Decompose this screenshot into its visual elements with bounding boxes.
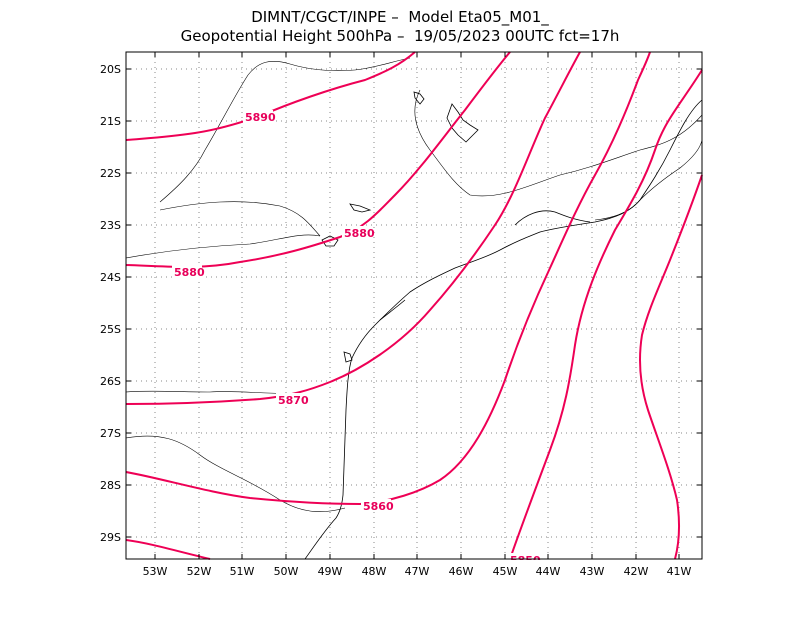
contour-5850 xyxy=(125,69,703,560)
contour-5840 xyxy=(639,174,703,560)
lon-label: 48W xyxy=(362,565,387,578)
lon-label: 51W xyxy=(230,565,255,578)
lon-label: 47W xyxy=(405,565,430,578)
label-5880-west: 5880 xyxy=(174,266,205,279)
lon-label: 50W xyxy=(274,565,299,578)
lat-label: 28S xyxy=(100,479,121,492)
lon-label: 52W xyxy=(187,565,212,578)
lon-label: 45W xyxy=(493,565,518,578)
coastline xyxy=(304,99,703,560)
lat-label: 26S xyxy=(100,375,121,388)
label-5870: 5870 xyxy=(278,394,309,407)
lon-tick-labels: 53W 52W 51W 50W 49W 48W 47W 46W 45W 44W … xyxy=(143,565,692,578)
state-borders xyxy=(125,57,703,513)
title-line-2: Geopotential Height 500hPa – 19/05/2023 … xyxy=(181,27,620,45)
lat-label: 27S xyxy=(100,427,121,440)
lon-label: 44W xyxy=(536,565,561,578)
lon-label: 46W xyxy=(449,565,474,578)
label-5890: 5890 xyxy=(245,111,276,124)
lon-label: 43W xyxy=(580,565,605,578)
lat-label: 25S xyxy=(100,323,121,336)
title-line-1: DIMNT/CGCT/INPE – Model Eta05_M01_ xyxy=(251,8,549,27)
contour-5860 xyxy=(125,51,651,506)
label-5880-north: 5880 xyxy=(344,227,375,240)
lat-label: 22S xyxy=(100,167,121,180)
lat-label: 24S xyxy=(100,271,121,284)
lon-label: 42W xyxy=(624,565,649,578)
plot-frame xyxy=(125,51,703,560)
tick-marks xyxy=(126,52,702,559)
plot-area xyxy=(126,52,702,559)
lat-label: 20S xyxy=(100,63,121,76)
lon-label: 53W xyxy=(143,565,168,578)
label-5860: 5860 xyxy=(363,500,394,513)
lat-label: 29S xyxy=(100,531,121,544)
water-bodies xyxy=(321,91,479,363)
lon-label: 41W xyxy=(667,565,692,578)
lat-tick-labels: 20S 21S 22S 23S 24S 25S 26S 27S 28S 29S xyxy=(100,63,121,544)
lat-label: 21S xyxy=(100,115,121,128)
grid-lines xyxy=(126,52,702,559)
contour-5880 xyxy=(125,51,511,268)
lat-label: 23S xyxy=(100,219,121,232)
lon-label: 49W xyxy=(318,565,343,578)
contour-5870 xyxy=(125,51,581,405)
